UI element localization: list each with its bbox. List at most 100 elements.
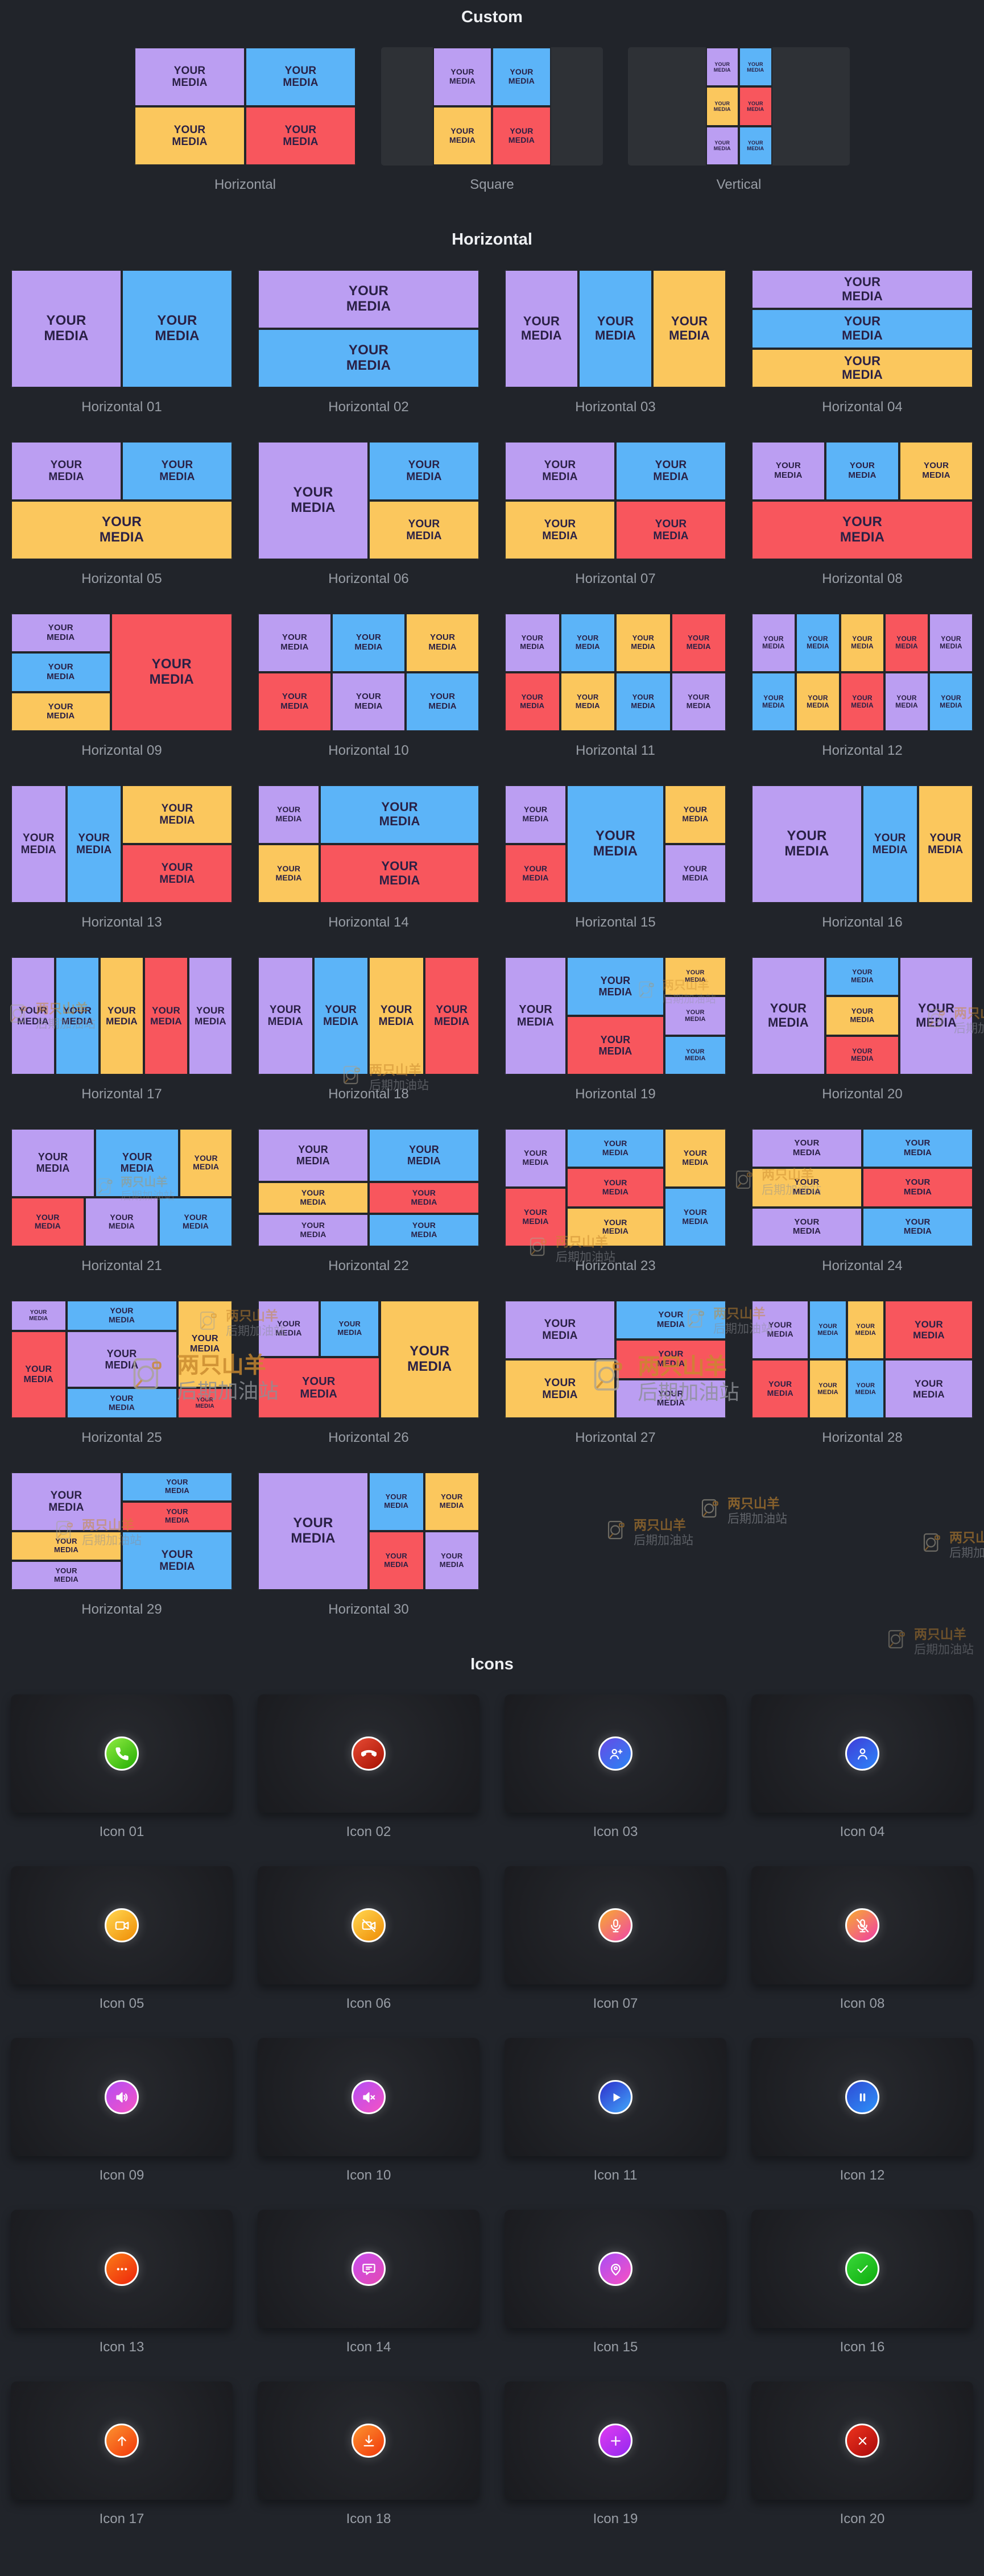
template-card[interactable]: YOUR MEDIA YOUR MEDIA YOUR MEDIA YOUR MEDIA… xyxy=(505,1300,726,1446)
template-label: Horizontal 15 xyxy=(575,915,656,930)
template-card[interactable]: YOUR MEDIA YOUR MEDIA Horizontal 02 xyxy=(258,270,479,415)
template-card[interactable]: YOUR MEDIA YOUR MEDIA YOUR MEDIA YOUR MEDIA… xyxy=(258,957,479,1102)
media-cell-blue: YOUR MEDIA xyxy=(578,270,653,388)
your-media-label: YOUR MEDIA xyxy=(449,126,476,144)
template-card[interactable]: YOUR MEDIA YOUR MEDIA YOUR MEDIA YOUR MEDIA… xyxy=(11,1472,233,1618)
icon-label: Icon 03 xyxy=(593,1824,638,1839)
icon-thumbnail xyxy=(751,1866,973,1984)
template-card[interactable]: YOUR MEDIA YOUR MEDIA YOUR MEDIA YOUR MEDIA… xyxy=(11,957,233,1102)
template-card[interactable]: YOUR MEDIA YOUR MEDIA YOUR MEDIA YOUR MEDIA… xyxy=(751,957,973,1102)
section-title-custom: Custom xyxy=(461,8,523,26)
media-cell-yellow: YOUR MEDIA xyxy=(505,1359,615,1419)
template-card[interactable]: YOUR MEDIA YOUR MEDIA YOUR MEDIA YOUR MEDIA… xyxy=(751,1128,973,1274)
your-media-label: YOUR MEDIA xyxy=(656,1309,685,1329)
icon-card[interactable]: Icon 10 xyxy=(258,2038,479,2184)
template-card[interactable]: YOUR MEDIA YOUR MEDIA YOUR MEDIA YOUR MEDIA… xyxy=(505,785,726,931)
icon-card[interactable]: Icon 20 xyxy=(751,2381,973,2527)
template-card[interactable]: YOUR MEDIA YOUR MEDIA YOUR MEDIA YOUR MEDIA… xyxy=(258,1472,479,1618)
media-cell-yellow: YOUR MEDIA xyxy=(899,441,973,501)
your-media-label: YOUR MEDIA xyxy=(47,662,75,681)
your-media-label: YOUR MEDIA xyxy=(851,1047,874,1063)
icon-card[interactable]: Icon 09 xyxy=(11,2038,233,2184)
your-media-label: YOUR MEDIA xyxy=(434,1003,470,1028)
icon-card[interactable]: Icon 17 xyxy=(11,2381,233,2527)
media-cell-yellow: YOUR MEDIA xyxy=(840,613,884,672)
your-media-label: YOUR MEDIA xyxy=(807,693,829,709)
media-area: YOUR MEDIA YOUR MEDIA YOUR MEDIA YOUR MEDIA… xyxy=(258,613,479,731)
section-title-icons: Icons xyxy=(470,1655,514,1673)
media-cell-red: YOUR MEDIA xyxy=(567,1016,664,1075)
your-media-label: YOUR MEDIA xyxy=(193,1153,220,1172)
template-card[interactable]: YOUR MEDIA YOUR MEDIA YOUR MEDIA YOUR MEDIA… xyxy=(258,1300,479,1446)
your-media-label: YOUR MEDIA xyxy=(267,1003,303,1028)
your-media-label: YOUR MEDIA xyxy=(120,1151,154,1175)
template-card[interactable]: YOUR MEDIA YOUR MEDIA YOUR MEDIA Horizontal… xyxy=(751,270,973,415)
template-card[interactable]: YOUR MEDIA YOUR MEDIA YOUR MEDIA YOUR MEDIA… xyxy=(258,613,479,759)
template-card[interactable]: YOUR MEDIA YOUR MEDIA YOUR MEDIA YOUR MEDIA… xyxy=(505,957,726,1102)
icon-card[interactable]: Icon 02 xyxy=(258,1694,479,1840)
icon-card[interactable]: Icon 12 xyxy=(751,2038,973,2184)
template-card[interactable]: YOUR MEDIA YOUR MEDIA YOUR MEDIA YOUR MEDIA… xyxy=(258,1128,479,1274)
template-card[interactable]: YOUR MEDIA YOUR MEDIA YOUR MEDIA YOUR MEDIA… xyxy=(11,1128,233,1274)
ellipsis-icon xyxy=(105,2252,139,2286)
your-media-label: YOUR MEDIA xyxy=(522,805,549,823)
user-icon xyxy=(845,1736,879,1771)
media-cell-red: YOUR MEDIA xyxy=(505,1188,567,1247)
icon-card[interactable]: Icon 07 xyxy=(505,1866,726,2012)
media-cell-purple: YOUR MEDIA xyxy=(664,844,726,903)
media-cell-yellow: YOUR MEDIA xyxy=(652,270,726,388)
template-card[interactable]: YOUR MEDIA YOUR MEDIA YOUR MEDIA YOUR MEDIA… xyxy=(134,47,356,193)
template-card[interactable]: YOUR MEDIA YOUR MEDIA YOUR MEDIA YOUR MEDIA… xyxy=(11,613,233,759)
template-card[interactable]: YOUR MEDIA YOUR MEDIA YOUR MEDIA YOUR MEDIA… xyxy=(11,1300,233,1446)
template-card[interactable]: YOUR MEDIA YOUR MEDIA YOUR MEDIA Horizontal… xyxy=(505,270,726,415)
media-area: YOUR MEDIA YOUR MEDIA YOUR MEDIA YOUR MEDIA… xyxy=(751,613,973,731)
mic-off-icon xyxy=(845,1908,879,1942)
icon-card[interactable]: Icon 15 xyxy=(505,2210,726,2355)
icon-card[interactable]: Icon 05 xyxy=(11,1866,233,2012)
icon-card[interactable]: Icon 19 xyxy=(505,2381,726,2527)
template-card[interactable]: YOUR MEDIA YOUR MEDIA YOUR MEDIA YOUR MEDIA… xyxy=(381,47,603,193)
media-cell-purple: YOUR MEDIA xyxy=(751,1128,862,1168)
template-thumbnail: YOUR MEDIA YOUR MEDIA YOUR MEDIA YOUR MEDIA xyxy=(258,957,479,1075)
template-thumbnail: YOUR MEDIA YOUR MEDIA YOUR MEDIA YOUR MEDIA xyxy=(258,785,479,903)
media-cell-red: YOUR MEDIA xyxy=(11,1197,85,1247)
icon-card[interactable]: Icon 03 xyxy=(505,1694,726,1840)
media-cell-purple: YOUR MEDIA xyxy=(258,613,332,672)
template-thumbnail: YOUR MEDIA YOUR MEDIA YOUR MEDIA YOUR MEDIA… xyxy=(11,1472,233,1590)
icon-thumbnail xyxy=(258,1866,479,1984)
icon-card[interactable]: Icon 04 xyxy=(751,1694,973,1840)
template-card[interactable]: YOUR MEDIA YOUR MEDIA YOUR MEDIA YOUR MEDIA… xyxy=(11,785,233,931)
template-card[interactable]: YOUR MEDIA YOUR MEDIA YOUR MEDIA YOUR MEDIA… xyxy=(505,1128,726,1274)
icon-card[interactable]: Icon 14 xyxy=(258,2210,479,2355)
your-media-label: YOUR MEDIA xyxy=(300,1221,326,1239)
icon-card[interactable]: Icon 16 xyxy=(751,2210,973,2355)
template-card[interactable]: YOUR MEDIA YOUR MEDIA YOUR MEDIA YOUR MEDIA… xyxy=(628,47,850,193)
your-media-label: YOUR MEDIA xyxy=(686,693,711,710)
icon-card[interactable]: Icon 06 xyxy=(258,1866,479,2012)
template-card[interactable]: YOUR MEDIA YOUR MEDIA YOUR MEDIA Horizontal… xyxy=(258,441,479,587)
your-media-label: YOUR MEDIA xyxy=(713,100,731,112)
icon-card[interactable]: Icon 13 xyxy=(11,2210,233,2355)
template-card[interactable]: YOUR MEDIA YOUR MEDIA Horizontal 01 xyxy=(11,270,233,415)
template-card[interactable]: YOUR MEDIA YOUR MEDIA YOUR MEDIA YOUR MEDIA… xyxy=(751,1300,973,1446)
template-card[interactable]: YOUR MEDIA YOUR MEDIA YOUR MEDIA YOUR MEDIA… xyxy=(258,785,479,931)
media-cell-red: YOUR MEDIA xyxy=(144,957,188,1075)
template-card[interactable]: YOUR MEDIA YOUR MEDIA YOUR MEDIA Horizontal… xyxy=(751,785,973,931)
icon-card[interactable]: Icon 11 xyxy=(505,2038,726,2184)
template-card[interactable]: YOUR MEDIA YOUR MEDIA YOUR MEDIA YOUR MEDIA… xyxy=(505,613,726,759)
chat-icon xyxy=(352,2252,386,2286)
your-media-label: YOUR MEDIA xyxy=(283,123,319,148)
template-card[interactable]: YOUR MEDIA YOUR MEDIA YOUR MEDIA YOUR MEDIA… xyxy=(751,441,973,587)
icon-label: Icon 05 xyxy=(99,1996,144,2011)
icon-card[interactable]: Icon 18 xyxy=(258,2381,479,2527)
template-thumbnail: YOUR MEDIA YOUR MEDIA YOUR MEDIA YOUR MEDIA… xyxy=(505,957,726,1075)
your-media-label: YOUR MEDIA xyxy=(520,634,545,651)
icon-card[interactable]: Icon 01 xyxy=(11,1694,233,1840)
template-card[interactable]: YOUR MEDIA YOUR MEDIA YOUR MEDIA Horizontal… xyxy=(11,441,233,587)
your-media-label: YOUR MEDIA xyxy=(940,693,962,709)
icon-card[interactable]: Icon 08 xyxy=(751,1866,973,2012)
template-card[interactable]: YOUR MEDIA YOUR MEDIA YOUR MEDIA YOUR MEDIA… xyxy=(505,441,726,587)
media-area: YOUR MEDIA YOUR MEDIA YOUR MEDIA YOUR MEDIA… xyxy=(11,957,233,1075)
template-card[interactable]: YOUR MEDIA YOUR MEDIA YOUR MEDIA YOUR MEDIA… xyxy=(751,613,973,759)
